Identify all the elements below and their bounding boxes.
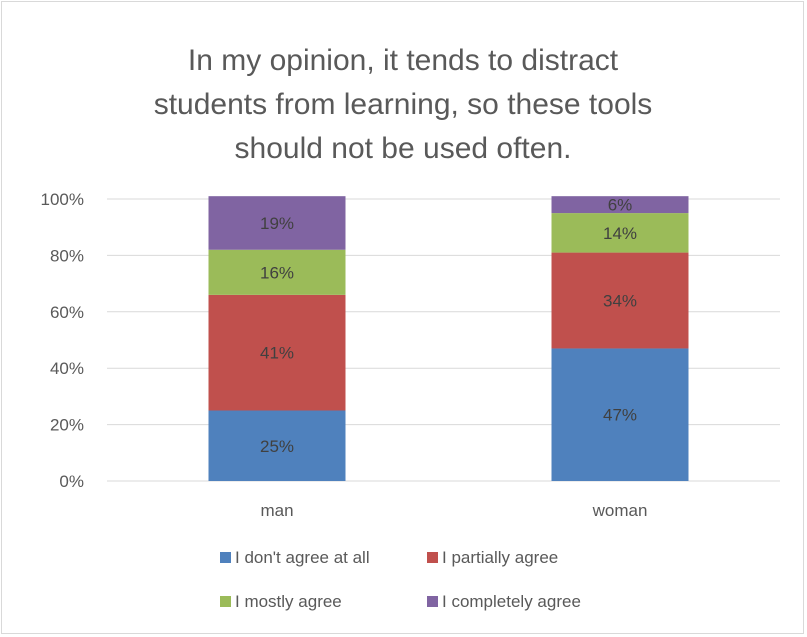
y-tick-label: 20% bbox=[50, 416, 84, 435]
data-label-woman-2: 34% bbox=[603, 292, 637, 311]
data-label-woman-3: 14% bbox=[603, 224, 637, 243]
y-tick-label: 0% bbox=[59, 472, 84, 491]
data-label-man-2: 41% bbox=[260, 344, 294, 363]
chart-title-line-3: should not be used often. bbox=[235, 132, 572, 165]
data-labels: 25% 41% 16% 19% 47% 34% 14% 6% bbox=[260, 196, 637, 456]
legend-label: I partially agree bbox=[442, 548, 558, 567]
bar-segment-man-4 bbox=[208, 196, 346, 250]
bar-segment-man-2 bbox=[208, 294, 346, 411]
bar-segment-woman-1 bbox=[551, 348, 689, 481]
y-tick-label: 60% bbox=[50, 303, 84, 322]
legend-label: I completely agree bbox=[442, 592, 581, 611]
legend-swatch bbox=[220, 552, 231, 563]
legend-swatch bbox=[220, 596, 231, 607]
data-label-woman-1: 47% bbox=[603, 406, 637, 425]
chart-title-line-1: In my opinion, it tends to distract bbox=[188, 44, 619, 77]
bar-segment-man-3 bbox=[208, 249, 346, 295]
bar-segment-man-1 bbox=[208, 410, 346, 481]
legend: I don't agree at all I partially agree I m… bbox=[220, 548, 581, 611]
bar-segment-woman-2 bbox=[551, 252, 689, 349]
y-axis-tick-labels: 0% 20% 40% 60% 80% 100% bbox=[41, 190, 84, 491]
y-tick-label: 100% bbox=[41, 190, 84, 209]
chart-title-line-2: students from learning, so these tools bbox=[154, 88, 653, 121]
data-label-woman-4: 6% bbox=[608, 196, 633, 215]
bar-segment-woman-3 bbox=[551, 213, 689, 253]
y-tick-label: 80% bbox=[50, 246, 84, 265]
x-category-label: woman bbox=[592, 501, 648, 520]
data-label-man-3: 16% bbox=[260, 263, 294, 282]
x-category-label: man bbox=[260, 501, 293, 520]
bars bbox=[208, 196, 689, 481]
legend-label: I don't agree at all bbox=[235, 548, 370, 567]
x-axis-category-labels: man woman bbox=[260, 501, 647, 520]
legend-label: I mostly agree bbox=[235, 592, 342, 611]
legend-swatch bbox=[427, 552, 438, 563]
chart-title: In my opinion, it tends to distract stud… bbox=[154, 44, 653, 165]
y-tick-label: 40% bbox=[50, 359, 84, 378]
data-label-man-4: 19% bbox=[260, 214, 294, 233]
bar-segment-woman-4 bbox=[551, 196, 689, 214]
legend-swatch bbox=[427, 596, 438, 607]
data-label-man-1: 25% bbox=[260, 437, 294, 456]
